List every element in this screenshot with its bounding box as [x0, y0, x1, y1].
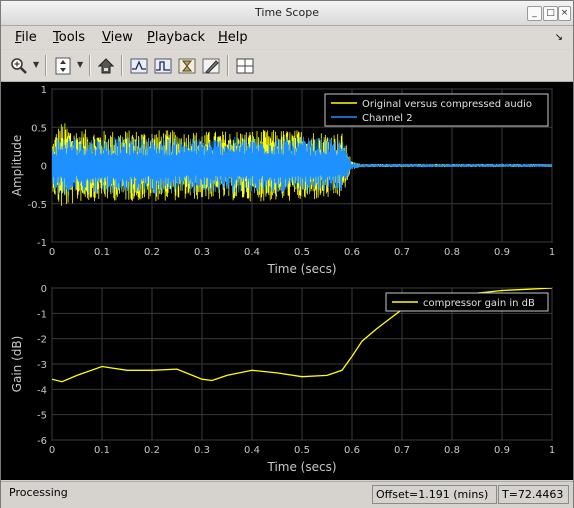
scope-plots: 0 0.1 0.2 0.3 0.4 0.5 0.6 0.7 0.8 0.9 1 1 0.5 0 -0.5 -1… [10, 85, 555, 474]
y-tick-label: -6 [37, 436, 47, 447]
x-tick-label: 0.6 [344, 445, 360, 456]
plot-area [52, 123, 552, 206]
window-title: Time Scope [255, 6, 319, 19]
y-tick-label: 0 [41, 162, 47, 173]
y-tick-label: 1 [41, 85, 47, 96]
scale-axes-button[interactable] [51, 54, 75, 78]
y-tick-label: -1 [37, 309, 47, 320]
cursor-measurements-icon [154, 58, 172, 74]
legend-box [385, 292, 549, 312]
status-bar: Processing Offset=1.191 (mins) T=72.4463 [1, 481, 573, 508]
x-tick-label: 0.6 [344, 247, 360, 258]
menu-tools[interactable]: Tools [53, 30, 86, 45]
status-text: Processing [9, 486, 68, 499]
y-tick-label: -1 [37, 238, 47, 249]
toolbar-separator [121, 55, 123, 76]
zoom-in-icon [11, 58, 27, 74]
y-tick-label: -2 [37, 335, 47, 346]
axes-2: 0 0.1 0.2 0.3 0.4 0.5 0.6 0.7 0.8 0.9 1 0 -1 -2 -3 -4 -5… [10, 284, 555, 474]
series-line-2 [52, 136, 552, 196]
legend-entry: Original versus compressed audio [362, 99, 532, 110]
y-axis-label: Gain (dB) [10, 336, 24, 393]
menu-bar: File Tools View Playback Help ↘ [1, 26, 573, 49]
x-axis-label: Time (secs) [266, 262, 336, 276]
cursor-measurements-button[interactable] [151, 54, 175, 78]
x-tick-label: 0.8 [444, 445, 460, 456]
highlight-simulink-button[interactable] [95, 54, 119, 78]
y-tick-label: -4 [37, 385, 47, 396]
y-tick-label: 0.5 [31, 123, 47, 134]
legend-entry: Channel 2 [362, 113, 413, 124]
x-tick-label: 0.2 [144, 247, 160, 258]
x-tick-label: 0.3 [194, 445, 210, 456]
toolbar-separator [89, 55, 91, 76]
dock-arrow-icon[interactable]: ↘ [554, 32, 563, 43]
signal-statistics-icon [178, 58, 196, 74]
zoom-in-button[interactable] [7, 54, 31, 78]
maximize-icon[interactable]: □ [543, 6, 558, 21]
highlight-simulink-icon [98, 58, 115, 74]
zoom-dropdown-icon[interactable]: ▼ [33, 60, 40, 69]
triggers-icon [130, 58, 148, 74]
x-tick-label: 0.5 [294, 445, 310, 456]
scope-display: 0 0.1 0.2 0.3 0.4 0.5 0.6 0.7 0.8 0.9 1 1 0.5 0 -0.5 -1… [1, 82, 573, 480]
y-tick-label: -3 [37, 360, 47, 371]
title-bar[interactable]: Time Scope _ □ × [1, 1, 573, 26]
scale-dropdown-icon[interactable]: ▼ [77, 60, 84, 69]
menu-help[interactable]: Help [218, 30, 248, 45]
axes-1: 0 0.1 0.2 0.3 0.4 0.5 0.6 0.7 0.8 0.9 1 1 0.5 0 -0.5 -1… [10, 85, 555, 276]
toolbar: ▼ ▼ [1, 50, 573, 82]
x-tick-label: 0 [49, 445, 55, 456]
toolbar-separator [227, 55, 229, 76]
legend-box [324, 93, 549, 127]
y-tick-label: -0.5 [27, 200, 47, 211]
peak-finder-button[interactable] [199, 54, 223, 78]
legend-entry: compressor gain in dB [423, 298, 535, 309]
layout-icon [236, 58, 254, 74]
close-icon[interactable]: × [558, 6, 571, 21]
x-tick-label: 0.1 [94, 247, 110, 258]
x-axis-label: Time (secs) [266, 460, 336, 474]
x-tick-label: 0.8 [444, 247, 460, 258]
x-tick-label: 0.9 [494, 445, 510, 456]
toolbar-separator [45, 55, 47, 76]
minimize-icon[interactable]: _ [527, 6, 542, 21]
x-tick-label: 0.1 [94, 445, 110, 456]
signal-statistics-button[interactable] [175, 54, 199, 78]
menu-playback[interactable]: Playback [147, 30, 206, 45]
x-tick-label: 0.4 [244, 247, 260, 258]
scale-axes-icon [55, 57, 71, 75]
x-tick-label: 0.9 [494, 247, 510, 258]
x-tick-label: 0 [49, 247, 55, 258]
x-tick-label: 1 [549, 247, 555, 258]
menu-view[interactable]: View [102, 30, 133, 45]
x-tick-label: 1 [549, 445, 555, 456]
y-tick-label: -5 [37, 411, 47, 422]
x-tick-label: 0.3 [194, 247, 210, 258]
y-tick-label: 0 [41, 284, 47, 295]
x-tick-label: 0.7 [394, 247, 410, 258]
layout-button[interactable] [233, 54, 257, 78]
x-tick-label: 0.2 [144, 445, 160, 456]
x-tick-label: 0.7 [394, 445, 410, 456]
peak-finder-icon [202, 58, 220, 74]
time-readout: T=72.4463 [498, 485, 569, 504]
triggers-button[interactable] [127, 54, 151, 78]
offset-readout: Offset=1.191 (mins) [372, 485, 497, 504]
menu-file[interactable]: File [15, 30, 37, 45]
x-tick-label: 0.5 [294, 247, 310, 258]
x-tick-label: 0.4 [244, 445, 260, 456]
y-axis-label: Amplitude [10, 135, 24, 197]
